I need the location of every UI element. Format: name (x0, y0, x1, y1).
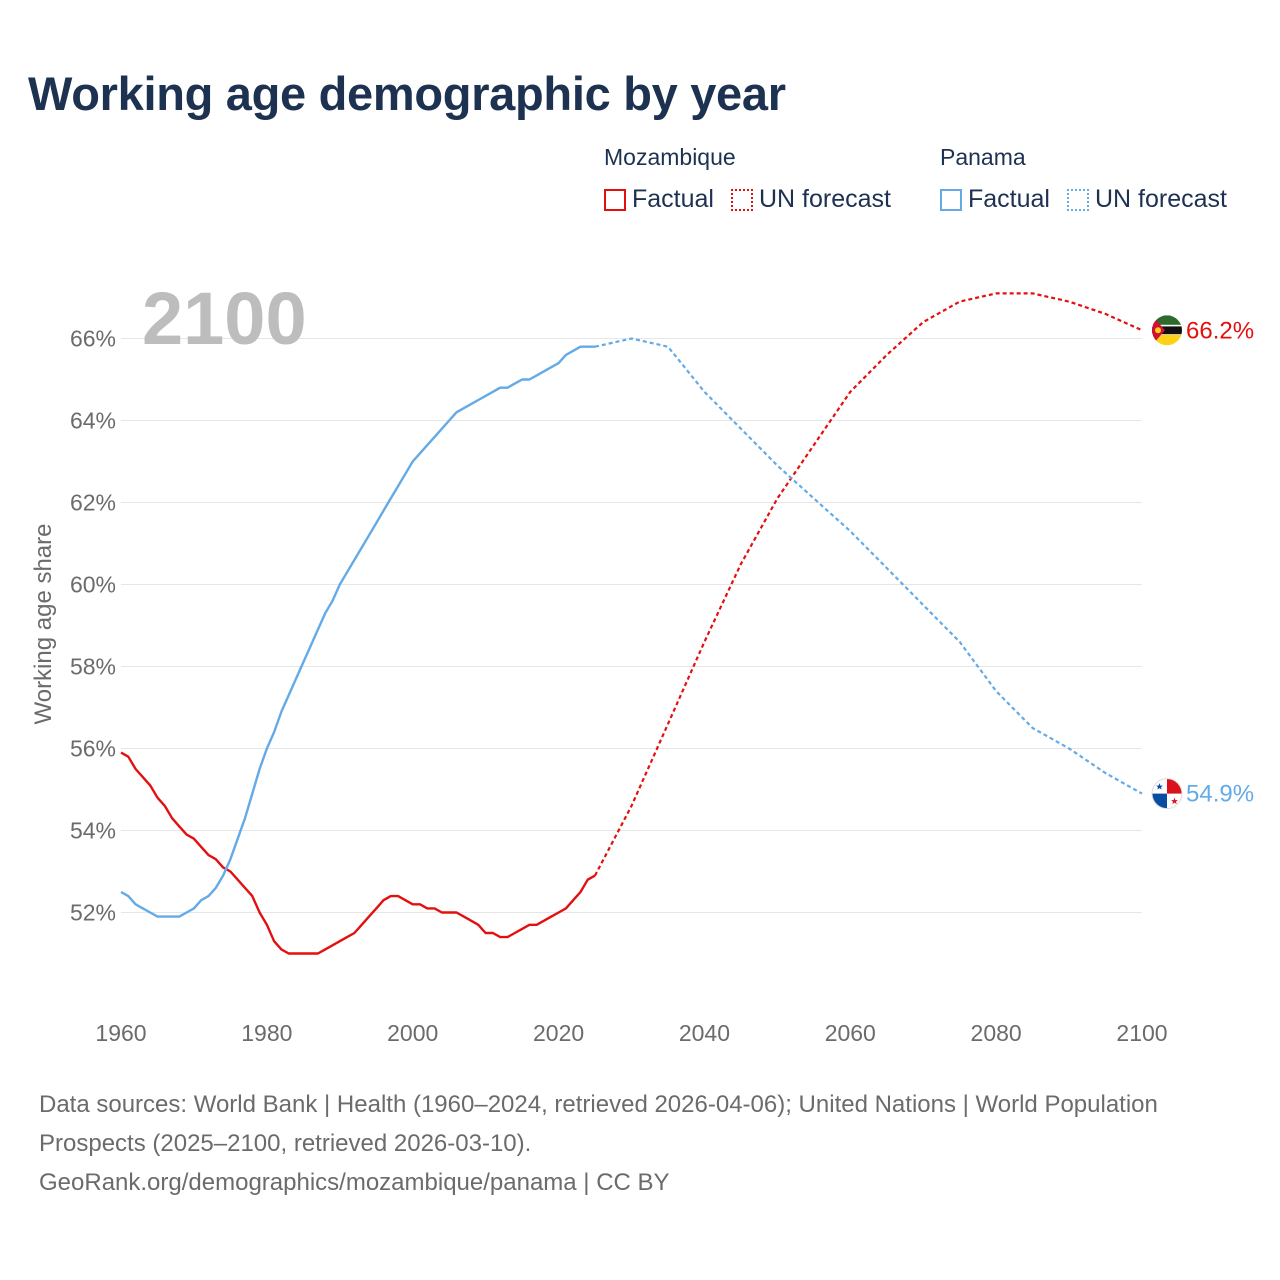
y-tick-label: 54% (70, 818, 116, 844)
x-axis-ticks: 1960 1980 2000 2020 2040 2060 2080 2100 (95, 1020, 1167, 1046)
legend-item-mozambique-factual[interactable]: Factual (604, 185, 714, 214)
legend-group-mozambique: Mozambique Factual UN forecast (604, 144, 908, 214)
legend-country-mozambique: Mozambique (604, 144, 736, 170)
y-axis-ticks: 52% 54% 56% 58% 60% 62% 64% 66% (70, 326, 116, 926)
x-tick-label: 2060 (825, 1020, 876, 1046)
x-tick-label: 1960 (95, 1020, 146, 1046)
mozambique-flag-icon (1152, 315, 1182, 346)
chart-title: Working age demographic by year (28, 67, 786, 120)
x-tick-label: 2020 (533, 1020, 584, 1046)
year-watermark: 2100 (142, 277, 307, 360)
legend-label-factual: Factual (632, 185, 714, 213)
y-tick-label: 62% (70, 490, 116, 516)
end-label-mozambique: 66.2% (1186, 317, 1254, 344)
y-tick-label: 66% (70, 326, 116, 352)
x-tick-label: 2080 (971, 1020, 1022, 1046)
series-line-panama-factual (120, 345, 595, 918)
x-tick-label: 2000 (387, 1020, 438, 1046)
footer-sources: Data sources: World Bank | Health (1960–… (39, 1091, 1158, 1157)
footer: Data sources: World Bank | Health (1960–… (39, 1085, 1239, 1202)
series-line-mozambique-forecast (594, 292, 1143, 877)
y-tick-label: 58% (70, 654, 116, 680)
y-tick-label: 64% (70, 408, 116, 434)
series-lines (120, 292, 1143, 955)
legend-swatch-dotted (1066, 188, 1089, 211)
legend-label-factual: Factual (968, 185, 1050, 213)
series-line-mozambique-factual (120, 751, 596, 955)
line-chart: 2100 52% 54% 56% 58% 60% 62% 64% 66% 1960 1980 20… (30, 277, 1254, 1046)
legend-item-panama-factual[interactable]: Factual (940, 185, 1050, 214)
legend-item-mozambique-forecast[interactable]: UN forecast (730, 185, 891, 214)
end-label-panama: 54.9% (1186, 781, 1254, 808)
legend-swatch-solid (940, 188, 962, 211)
gridlines (121, 338, 1142, 913)
series-line-panama-forecast (594, 337, 1143, 795)
legend-swatch-solid (604, 188, 626, 211)
footer-credit: GeoRank.org/demographics/mozambique/pana… (39, 1169, 670, 1196)
legend-item-panama-forecast[interactable]: UN forecast (1066, 185, 1227, 214)
panama-flag-icon (1151, 778, 1183, 810)
y-axis-label: Working age share (30, 524, 57, 725)
legend-group-panama: Panama Factual UN forecast (940, 144, 1244, 214)
legend-country-panama: Panama (940, 144, 1026, 170)
y-tick-label: 60% (70, 572, 116, 598)
y-tick-label: 52% (70, 900, 116, 926)
x-tick-label: 2100 (1116, 1020, 1167, 1046)
legend-swatch-dotted (730, 188, 753, 211)
legend-label-forecast: UN forecast (1094, 185, 1227, 213)
x-tick-label: 2040 (679, 1020, 730, 1046)
y-tick-label: 56% (70, 736, 116, 762)
legend-label-forecast: UN forecast (758, 185, 891, 213)
x-tick-label: 1980 (241, 1020, 292, 1046)
